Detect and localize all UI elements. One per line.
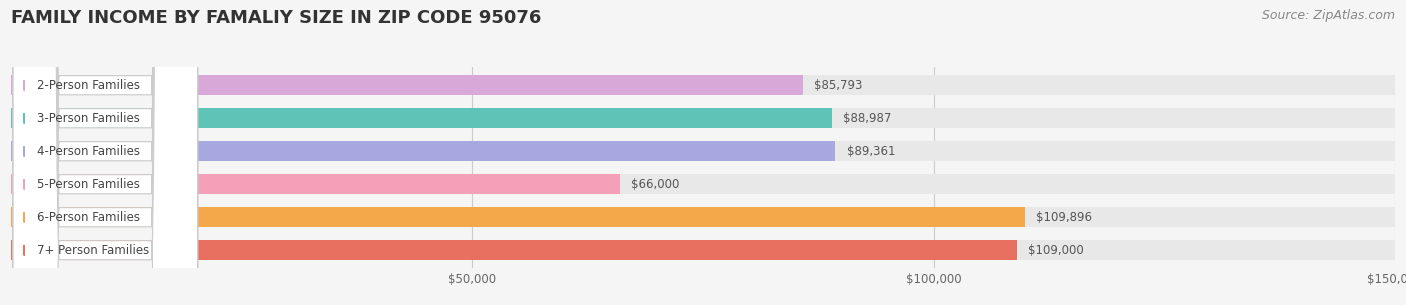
Text: $85,793: $85,793 (814, 79, 862, 92)
Text: Source: ZipAtlas.com: Source: ZipAtlas.com (1261, 9, 1395, 22)
FancyBboxPatch shape (13, 0, 198, 305)
Bar (11, 141, 835, 161)
Text: $66,000: $66,000 (631, 178, 679, 191)
Bar (11, 207, 1395, 228)
Text: 2-Person Families: 2-Person Families (37, 79, 141, 92)
Bar (11, 240, 1395, 260)
FancyBboxPatch shape (13, 0, 198, 305)
Bar (11, 141, 1395, 161)
Bar (11, 174, 620, 195)
Text: 4-Person Families: 4-Person Families (37, 145, 141, 158)
Bar (11, 75, 1395, 95)
Text: $109,000: $109,000 (1028, 244, 1084, 257)
FancyBboxPatch shape (13, 0, 198, 305)
FancyBboxPatch shape (13, 0, 198, 305)
Bar (11, 108, 1395, 128)
Bar (11, 174, 1395, 195)
Text: FAMILY INCOME BY FAMALIY SIZE IN ZIP CODE 95076: FAMILY INCOME BY FAMALIY SIZE IN ZIP COD… (11, 9, 541, 27)
Text: $109,896: $109,896 (1036, 211, 1092, 224)
Text: $88,987: $88,987 (844, 112, 891, 125)
Text: 6-Person Families: 6-Person Families (37, 211, 141, 224)
Text: 7+ Person Families: 7+ Person Families (37, 244, 149, 257)
Text: 5-Person Families: 5-Person Families (37, 178, 141, 191)
Text: $89,361: $89,361 (846, 145, 896, 158)
FancyBboxPatch shape (13, 0, 198, 305)
Bar (11, 75, 803, 95)
Text: 3-Person Families: 3-Person Families (37, 112, 141, 125)
Bar (11, 240, 1017, 260)
FancyBboxPatch shape (13, 0, 198, 305)
Bar (11, 108, 832, 128)
Bar (11, 207, 1025, 228)
